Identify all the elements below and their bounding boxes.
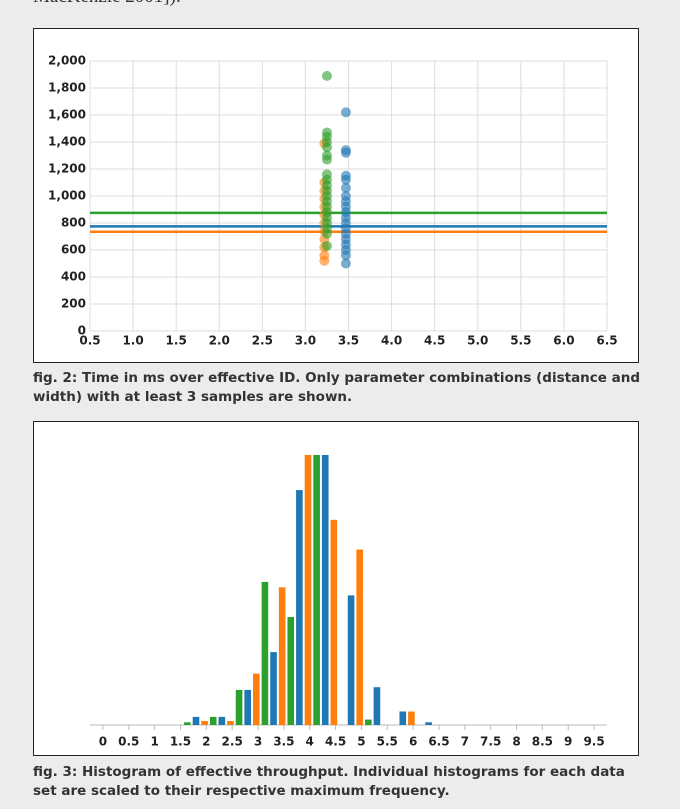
bar [399,711,407,725]
point [321,70,332,81]
bar [218,716,226,725]
bar [227,720,234,725]
y-tick-label: 400 [61,270,86,284]
bar [321,455,329,725]
y-tick-label: 1,800 [48,81,86,95]
x-tick-label: 6.0 [553,334,574,348]
x-tick-label: 6 [409,735,417,749]
bar [244,689,251,725]
x-tick-label: 1.5 [170,735,191,749]
chart: 0 0.5 1 1.5 2 2.5 3 3.5 4 4.5 5 5.5 6 6.5 7 7.5 8 8.5 9 9.5 [33,421,639,756]
bar [201,720,208,725]
x-tick-label: 6.5 [428,735,449,749]
x-tick-label: 3 [254,735,262,749]
point [340,107,351,118]
point [340,147,351,158]
x-tick-label: 5.5 [510,334,531,348]
bar [287,617,295,725]
bar [313,455,320,725]
point [340,174,351,185]
point [321,142,332,153]
x-tick-label: 9.5 [583,735,604,749]
x-tick-label: 7.5 [480,735,501,749]
x-tick-label: 2.0 [209,334,230,348]
chart: 0 200 400 600 800 1,000 1,200 1,400 1,600 1,800 2,… [33,28,639,363]
point [340,182,351,193]
bar [278,587,286,725]
y-tick-label: 0 [78,324,86,338]
x-tick-label: 4.5 [325,735,346,749]
bar [192,716,200,725]
x-tick-label: 8 [512,735,520,749]
x-tick-label: 3.5 [273,735,294,749]
x-tick-label: 5.0 [467,334,488,348]
bar [184,722,191,725]
point [321,154,332,165]
bar [373,687,381,725]
bar [304,455,312,725]
point [319,255,330,266]
x-tick-label: 1.0 [122,334,143,348]
x-tick-label: 0.5 [118,735,139,749]
x-tick-label: 2.5 [252,334,273,348]
point [321,240,332,251]
x-tick-label: 7 [461,735,469,749]
x-tick-label: 2 [202,735,210,749]
x-tick-label: 4.0 [381,334,402,348]
y-tick-label: 1,200 [48,162,86,176]
bar [365,719,372,725]
bar [261,581,269,725]
y-tick-label: 800 [61,216,86,230]
x-tick-label: 3.5 [338,334,359,348]
x-tick-label: 8.5 [532,735,553,749]
y-tick-label: 1,600 [48,108,86,122]
y-tick-label: 2,000 [48,54,86,68]
bar [347,595,355,725]
bar [356,549,364,725]
x-tick-label: 4 [306,735,314,749]
y-tick-label: 1,000 [48,189,86,203]
x-tick-label: 5.5 [377,735,398,749]
x-tick-label: 0.5 [79,334,100,348]
bar [330,519,338,725]
x-tick-label: 6.5 [596,334,617,348]
bar [270,652,277,725]
x-tick-label: 0 [99,735,107,749]
x-tick-label: 5 [357,735,365,749]
bar [209,716,217,725]
point [340,258,351,269]
figure-caption: fig. 3: Histogram of effective throughpu… [33,764,625,799]
x-tick-label: 1.5 [166,334,187,348]
bar [235,689,243,725]
x-tick-label: 9 [564,735,572,749]
bar [425,722,432,725]
y-tick-label: 600 [61,243,86,257]
bar [252,673,260,725]
x-tick-label: 2.5 [222,735,243,749]
figure-caption: fig. 2: Time in ms over effective ID. On… [33,370,641,405]
y-tick-label: 1,400 [48,135,86,149]
point [321,228,332,239]
bar [296,490,303,725]
x-tick-label: 4.5 [424,334,445,348]
x-tick-label: 3.0 [295,334,316,348]
point [340,250,351,261]
x-tick-label: 1 [150,735,158,749]
y-tick-label: 200 [61,297,86,311]
bar [408,711,415,725]
